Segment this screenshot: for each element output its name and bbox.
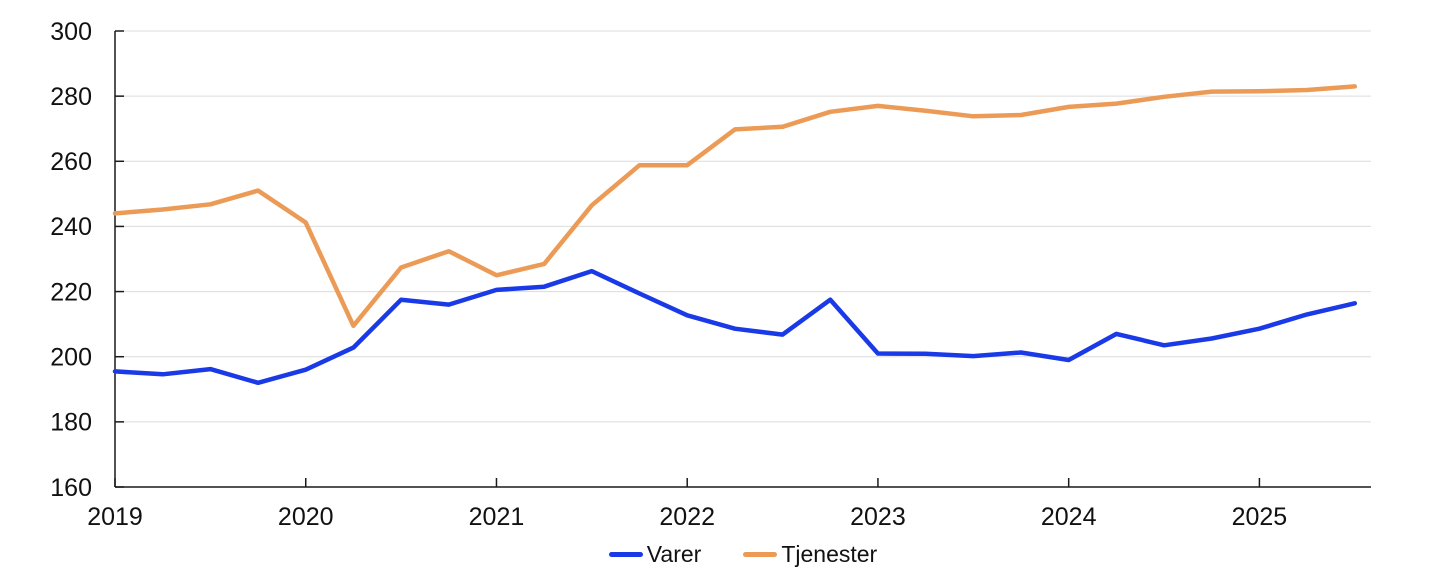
- x-tick-label: 2022: [659, 503, 715, 531]
- y-tick-label: 280: [50, 83, 92, 111]
- legend-swatch-varer-icon: [608, 552, 643, 557]
- x-tick-label: 2019: [87, 503, 143, 531]
- y-tick-label: 160: [50, 474, 92, 502]
- y-tick-label: 300: [50, 18, 92, 46]
- legend-label-tjenester: Tjenester: [781, 541, 878, 567]
- legend-item-tjenester: Tjenester: [743, 543, 877, 566]
- series-line-varer: [112, 268, 1358, 386]
- legend-swatch-tjenester-icon: [743, 552, 778, 557]
- chart-legend: Varer Tjenester: [115, 543, 1371, 566]
- y-tick-label: 200: [50, 343, 92, 371]
- x-tick-label: 2025: [1232, 503, 1288, 531]
- y-tick-label: 220: [50, 278, 92, 306]
- y-tick-label: 240: [50, 213, 92, 241]
- x-tick-label: 2020: [278, 503, 334, 531]
- x-tick-label: 2021: [469, 503, 525, 531]
- legend-item-varer: Varer: [608, 541, 702, 567]
- y-tick-label: 180: [50, 409, 92, 437]
- x-tick-label: 2023: [850, 503, 906, 531]
- x-tick-label: 2024: [1041, 503, 1097, 531]
- legend-label-varer: Varer: [646, 541, 702, 567]
- y-tick-label: 260: [50, 148, 92, 176]
- series-line-tjenester: [112, 84, 1358, 329]
